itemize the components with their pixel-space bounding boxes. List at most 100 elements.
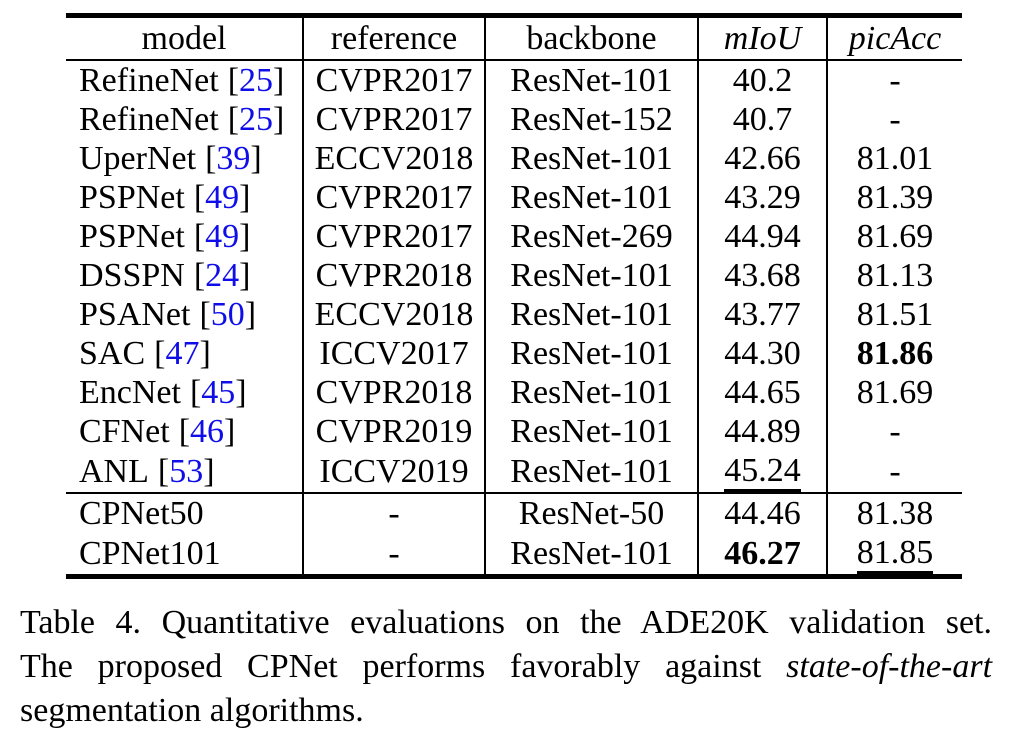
cite-open-bracket: [ <box>154 335 166 372</box>
table-body: RefineNet [25] CVPR2017 ResNet-101 40.2 -… <box>66 60 962 577</box>
citation-number[interactable]: 53 <box>169 453 204 490</box>
column-header-backbone: backbone <box>485 15 699 61</box>
table-header: model reference backbone mIoU picAcc <box>66 15 962 61</box>
miou-value: 40.2 <box>732 62 793 99</box>
cell-reference: CVPR2017 <box>303 178 486 217</box>
table-row: SAC [47] ICCV2017 ResNet-101 44.30 81.86 <box>66 334 962 373</box>
caption-line-1: Table 4. Quantitative evaluations on the… <box>20 604 992 641</box>
cite-close-bracket: ] <box>244 296 257 333</box>
cite-open-bracket: [ <box>227 62 240 99</box>
cell-picacc: - <box>827 412 962 451</box>
citation: [46] <box>179 413 236 450</box>
cell-backbone: ResNet-101 <box>485 139 699 178</box>
cell-reference: CVPR2018 <box>303 256 486 295</box>
citation-number[interactable]: 47 <box>165 335 200 372</box>
citation: [50] <box>199 296 256 333</box>
picacc-value: - <box>889 413 901 450</box>
cite-open-bracket: [ <box>157 453 170 490</box>
citation-number[interactable]: 45 <box>201 374 236 411</box>
model-name: PSANet <box>79 296 191 333</box>
header-row: model reference backbone mIoU picAcc <box>66 15 962 61</box>
column-header-model: model <box>66 15 304 61</box>
cell-picacc: - <box>827 451 962 493</box>
cite-open-bracket: [ <box>199 296 211 333</box>
cell-backbone: ResNet-152 <box>485 100 699 139</box>
cell-reference: CVPR2018 <box>303 373 486 412</box>
model-name: ANL <box>79 453 149 490</box>
cell-backbone: ResNet-101 <box>485 60 699 100</box>
citation-number[interactable]: 24 <box>205 257 240 294</box>
model-name: UperNet <box>79 140 197 177</box>
table-row: ANL [53] ICCV2019 ResNet-101 45.24 - <box>66 451 962 493</box>
table-row: PSANet [50] ECCV2018 ResNet-101 43.77 81.… <box>66 295 962 334</box>
miou-value: 40.7 <box>732 101 793 138</box>
model-name: CFNet <box>79 413 170 450</box>
cell-reference: - <box>303 492 486 533</box>
cite-close-bracket: ] <box>239 257 251 294</box>
cite-open-bracket: [ <box>189 374 202 411</box>
picacc-value: 81.01 <box>856 140 934 177</box>
cell-model: CFNet [46] <box>66 412 304 451</box>
citation-number[interactable]: 50 <box>210 296 245 333</box>
cell-backbone: ResNet-101 <box>485 373 699 412</box>
citation: [49] <box>194 218 251 255</box>
miou-value: 43.68 <box>724 257 801 294</box>
cite-close-bracket: ] <box>239 218 251 255</box>
cell-picacc: 81.39 <box>827 178 962 217</box>
cell-picacc: 81.38 <box>827 492 962 533</box>
cell-backbone: ResNet-101 <box>485 451 699 493</box>
results-table: model reference backbone mIoU picAcc Ref… <box>66 13 962 579</box>
cell-reference: ECCV2018 <box>303 139 486 178</box>
cell-picacc: 81.86 <box>827 334 962 373</box>
cell-reference: CVPR2017 <box>303 100 486 139</box>
model-name: EncNet <box>79 374 181 411</box>
cell-model: RefineNet [25] <box>66 100 304 139</box>
cell-model: EncNet [45] <box>66 373 304 412</box>
cell-miou: 44.46 <box>698 492 828 533</box>
miou-value: 43.29 <box>724 179 801 216</box>
table-row: CPNet101 - ResNet-101 46.27 81.85 <box>66 533 962 577</box>
cell-model: UperNet [39] <box>66 139 304 178</box>
citation: [53] <box>158 453 215 490</box>
cite-close-bracket: ] <box>235 374 247 411</box>
citation-number[interactable]: 49 <box>205 179 240 216</box>
cell-reference: ICCV2019 <box>303 451 486 493</box>
cell-picacc: 81.69 <box>827 373 962 412</box>
cell-miou: 43.29 <box>698 178 828 217</box>
citation-number[interactable]: 46 <box>190 413 225 450</box>
model-name: DSSPN <box>79 257 185 294</box>
miou-value: 44.46 <box>724 495 801 532</box>
caption-line-2-text: The proposed CPNet performs favorably ag… <box>20 648 762 685</box>
picacc-value: - <box>889 62 901 99</box>
cell-model: RefineNet [25] <box>66 60 304 100</box>
column-header-miou: mIoU <box>698 15 828 61</box>
table-row: EncNet [45] CVPR2018 ResNet-101 44.65 81.… <box>66 373 962 412</box>
table-row: UperNet [39] ECCV2018 ResNet-101 42.66 81… <box>66 139 962 178</box>
citation-number[interactable]: 39 <box>216 140 251 177</box>
miou-value: 44.30 <box>724 335 801 372</box>
model-name: CPNet50 <box>79 495 204 532</box>
picacc-value: 81.86 <box>856 335 934 372</box>
table-row: PSPNet [49] CVPR2017 ResNet-101 43.29 81.… <box>66 178 962 217</box>
picacc-value: 81.51 <box>856 296 934 333</box>
citation-number[interactable]: 25 <box>239 62 274 99</box>
picacc-value: 81.38 <box>856 495 934 532</box>
cell-backbone: ResNet-101 <box>485 334 699 373</box>
miou-value: 44.65 <box>724 374 801 411</box>
picacc-value: 81.39 <box>856 179 934 216</box>
picacc-value: 81.69 <box>856 218 934 255</box>
citation-number[interactable]: 25 <box>239 101 274 138</box>
cell-picacc: 81.85 <box>827 533 962 577</box>
table-caption: Table 4. Quantitative evaluations on the… <box>20 601 992 733</box>
citation: [39] <box>205 140 262 177</box>
cell-miou: 43.77 <box>698 295 828 334</box>
table-row: DSSPN [24] CVPR2018 ResNet-101 43.68 81.1… <box>66 256 962 295</box>
citation: [24] <box>194 257 251 294</box>
citation-number[interactable]: 49 <box>205 218 240 255</box>
picacc-value: 81.13 <box>856 257 934 294</box>
cell-reference: ICCV2017 <box>303 334 486 373</box>
cell-model: PSPNet [49] <box>66 217 304 256</box>
miou-value: 45.24 <box>724 454 801 492</box>
cite-close-bracket: ] <box>224 413 236 450</box>
